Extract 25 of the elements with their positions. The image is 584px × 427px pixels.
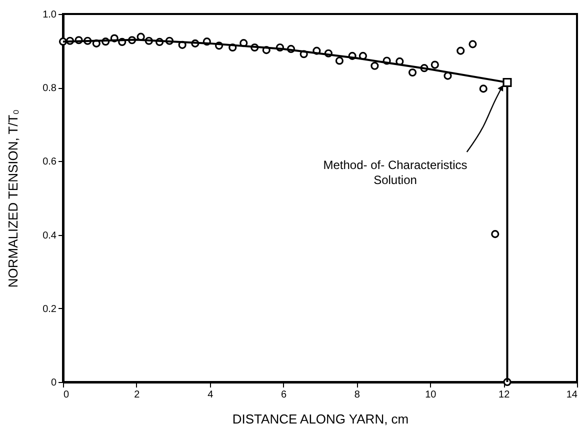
x-axis-title: DISTANCE ALONG YARN, cm: [232, 412, 409, 426]
point: [335, 56, 344, 65]
point: [430, 60, 439, 69]
x-tick-label: 14: [566, 390, 578, 400]
point: [456, 46, 465, 55]
y-tick-label: 0.4: [42, 230, 57, 242]
y-tick-label: 1.0: [42, 10, 57, 20]
point: [468, 40, 477, 48]
annotation: Method- of- Characteristics Solution: [323, 158, 468, 187]
y-tick-label: 0.8: [42, 83, 57, 94]
x-tick-label: 0: [64, 390, 70, 400]
point: [408, 68, 417, 77]
x-tick-label: 12: [498, 390, 510, 400]
x-tick-label: 6: [281, 390, 288, 400]
y-tick-label: 0.2: [42, 304, 57, 315]
y-tick-label: 0.6: [42, 156, 57, 168]
y-axis-title: NORMALIZED TENSION, T/T₀: [6, 109, 21, 288]
x-tick-label: 8: [354, 390, 360, 400]
point: [370, 62, 379, 70]
y-tick-label: 0: [50, 378, 57, 388]
x-tick-label: 10: [425, 390, 437, 400]
point: [491, 230, 500, 238]
x-tick-label: 2: [134, 390, 140, 400]
point: [502, 78, 512, 87]
x-tick-label: 4: [208, 390, 214, 400]
